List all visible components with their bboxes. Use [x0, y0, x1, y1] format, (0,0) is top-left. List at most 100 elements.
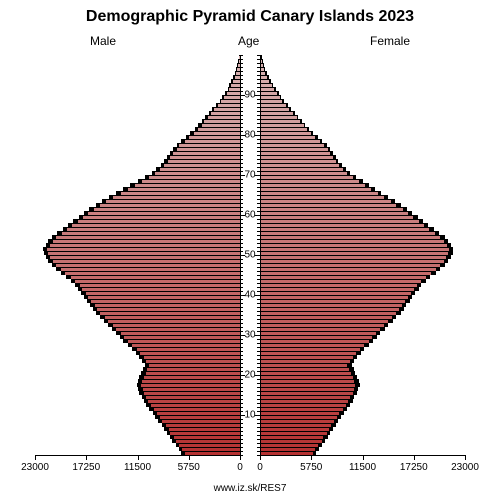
y-tick: [240, 299, 243, 300]
y-tick: [240, 155, 243, 156]
y-tick: [257, 91, 260, 92]
y-tick: [257, 87, 260, 88]
chart-title: Demographic Pyramid Canary Islands 2023: [0, 8, 500, 26]
female-bar: [260, 403, 346, 407]
y-tick: [240, 387, 243, 388]
y-tick: [257, 291, 260, 292]
y-tick: [240, 319, 243, 320]
y-tick: [257, 279, 260, 280]
male-bar: [160, 167, 240, 171]
male-bar: [214, 107, 240, 111]
x-tick: [138, 455, 139, 460]
y-tick: [240, 383, 243, 384]
female-bar: [260, 87, 274, 91]
female-bar: [260, 239, 444, 243]
y-tick: [240, 271, 243, 272]
male-bar: [137, 347, 240, 351]
male-bar: [75, 279, 240, 283]
female-bar: [260, 91, 277, 95]
female-bar: [260, 415, 337, 419]
y-tick: [257, 423, 260, 424]
female-bar: [260, 127, 307, 131]
y-tick: [240, 439, 243, 440]
male-bar: [142, 179, 240, 183]
male-bar: [149, 175, 240, 179]
male-bar: [47, 247, 240, 251]
age-label: Age: [238, 34, 259, 48]
y-tick: [257, 243, 260, 244]
y-tick: [257, 171, 260, 172]
female-bar: [260, 191, 378, 195]
y-tick: [257, 71, 260, 72]
y-tick: [257, 163, 260, 164]
male-bar: [218, 103, 240, 107]
male-bar: [106, 199, 240, 203]
female-bar: [260, 223, 424, 227]
x-tick-label: 17250: [72, 462, 100, 473]
y-tick: [257, 223, 260, 224]
y-tick: [257, 79, 260, 80]
y-tick: [240, 331, 243, 332]
y-tick-label: 90: [244, 90, 256, 101]
female-bar: [260, 363, 347, 367]
female-bar: [260, 447, 315, 451]
male-bar: [144, 355, 240, 359]
y-tick: [257, 83, 260, 84]
y-tick: [240, 115, 243, 116]
female-bar: [260, 143, 324, 147]
male-bar: [143, 387, 240, 391]
female-bar: [260, 219, 419, 223]
male-bar: [67, 227, 240, 231]
female-bar: [260, 171, 347, 175]
male-bar: [65, 271, 240, 275]
y-tick: [240, 143, 243, 144]
y-tick-label: 40: [244, 290, 256, 301]
female-bar: [260, 259, 444, 263]
y-tick: [240, 63, 243, 64]
male-bar: [82, 287, 240, 291]
y-tick: [257, 323, 260, 324]
y-tick: [257, 299, 260, 300]
male-bar: [91, 299, 240, 303]
female-bar: [260, 167, 343, 171]
y-tick: [240, 427, 243, 428]
male-bar: [202, 123, 240, 127]
y-tick: [240, 107, 243, 108]
female-bar: [260, 199, 391, 203]
y-tick: [257, 107, 260, 108]
female-bar: [260, 227, 429, 231]
female-bar: [260, 203, 396, 207]
male-bar: [177, 147, 240, 151]
female-bar: [260, 103, 286, 107]
male-bar: [170, 155, 240, 159]
y-tick: [257, 151, 260, 152]
female-bar: [260, 375, 353, 379]
female-bar: [260, 163, 339, 167]
y-tick: [257, 75, 260, 76]
male-bar: [204, 119, 240, 123]
female-bar: [260, 435, 323, 439]
male-bar: [53, 239, 240, 243]
y-tick: [240, 171, 243, 172]
male-bar: [157, 411, 240, 415]
female-bar: [260, 139, 320, 143]
female-bar: [260, 407, 343, 411]
male-bar: [227, 91, 240, 95]
female-bar: [260, 335, 372, 339]
male-bar: [108, 319, 240, 323]
female-bar: [260, 379, 354, 383]
y-tick: [240, 191, 243, 192]
y-tick: [257, 395, 260, 396]
male-bar: [164, 163, 240, 167]
male-bar: [148, 399, 240, 403]
y-tick: [240, 79, 243, 80]
male-bar: [189, 135, 240, 139]
y-tick: [240, 355, 243, 356]
y-tick: [257, 267, 260, 268]
female-bar: [260, 95, 280, 99]
y-tick: [257, 203, 260, 204]
y-tick: [240, 287, 243, 288]
female-bar: [260, 359, 350, 363]
female-bar: [260, 431, 327, 435]
y-tick: [257, 159, 260, 160]
